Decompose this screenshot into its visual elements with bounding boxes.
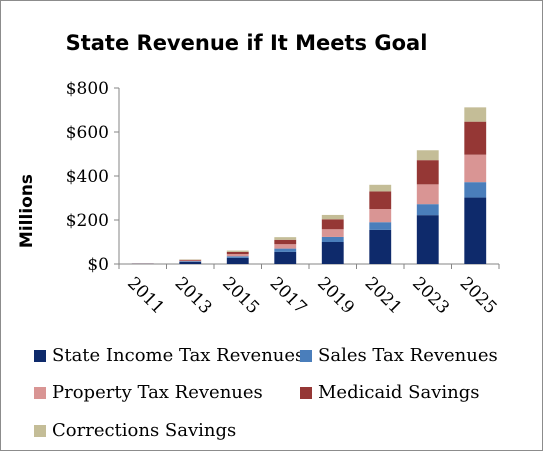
legend-item: Sales Tax Revenues	[300, 345, 498, 366]
bar-segment	[416, 184, 439, 205]
legend: State Income Tax Revenues Sales Tax Reven…	[34, 345, 534, 445]
legend-item: State Income Tax Revenues	[34, 345, 304, 366]
legend-label: Sales Tax Revenues	[318, 345, 498, 366]
legend-item: Medicaid Savings	[300, 382, 480, 403]
x-tick-label: 2025	[456, 273, 501, 318]
x-tick-label: 2019	[313, 273, 358, 318]
legend-item: Corrections Savings	[34, 420, 236, 441]
bar-segment	[179, 261, 202, 262]
bar-segment	[369, 209, 392, 223]
legend-label: Medicaid Savings	[318, 382, 480, 403]
y-tick-label: $0	[87, 255, 109, 275]
bar-segment	[369, 229, 392, 264]
chart-title: State Revenue if It Meets Goal	[65, 31, 428, 55]
legend-swatch	[300, 349, 312, 362]
bar-segment	[464, 154, 487, 183]
bar-segment	[416, 150, 439, 161]
y-tick-label: $200	[66, 211, 109, 231]
bar-segment	[226, 254, 249, 257]
bar-segment	[274, 248, 297, 252]
bar-segment	[179, 259, 202, 261]
legend-swatch	[300, 386, 312, 399]
x-tick-label: 2017	[266, 273, 311, 318]
legend-swatch	[34, 386, 46, 399]
bar-segment	[369, 222, 392, 230]
bar-segment	[369, 191, 392, 209]
bar-segment	[321, 236, 344, 242]
bar-segment	[274, 251, 297, 264]
bar-segment	[416, 215, 439, 264]
legend-label: State Income Tax Revenues	[52, 345, 305, 366]
y-tick-label: $800	[66, 79, 109, 99]
bar-segment	[226, 256, 249, 258]
bar-segment	[274, 244, 297, 249]
legend-swatch	[34, 424, 46, 437]
legend-swatch	[34, 349, 46, 362]
bar-segment	[321, 219, 344, 230]
legend-label: Corrections Savings	[52, 420, 237, 441]
bar-segment	[416, 160, 439, 185]
bar-segment	[416, 204, 439, 216]
bar-segment	[226, 251, 249, 255]
bar-segment	[464, 197, 487, 264]
x-tick-label: 2023	[408, 273, 453, 318]
bar-segment	[464, 121, 487, 155]
bar-segment	[321, 229, 344, 237]
bar-segment	[226, 250, 249, 252]
bar-segment	[274, 239, 297, 245]
legend-label: Property Tax Revenues	[52, 382, 263, 403]
y-tick-label: $400	[66, 167, 109, 187]
x-tick-label: 2021	[361, 273, 406, 318]
bar-segment	[321, 242, 344, 264]
bar-segment	[369, 184, 392, 192]
bar-segment	[274, 237, 297, 240]
bar-segment	[179, 261, 202, 264]
bar-segment	[226, 257, 249, 264]
legend-item: Property Tax Revenues	[34, 382, 263, 403]
x-tick-label: 2011	[123, 273, 168, 318]
x-tick-label: 2015	[218, 273, 263, 318]
y-tick-label: $600	[66, 123, 109, 143]
x-tick-label: 2013	[171, 273, 216, 318]
bar-segment	[464, 107, 487, 122]
bar-segment	[179, 260, 202, 262]
bar-segment	[321, 214, 344, 220]
bar-segment	[464, 182, 487, 198]
